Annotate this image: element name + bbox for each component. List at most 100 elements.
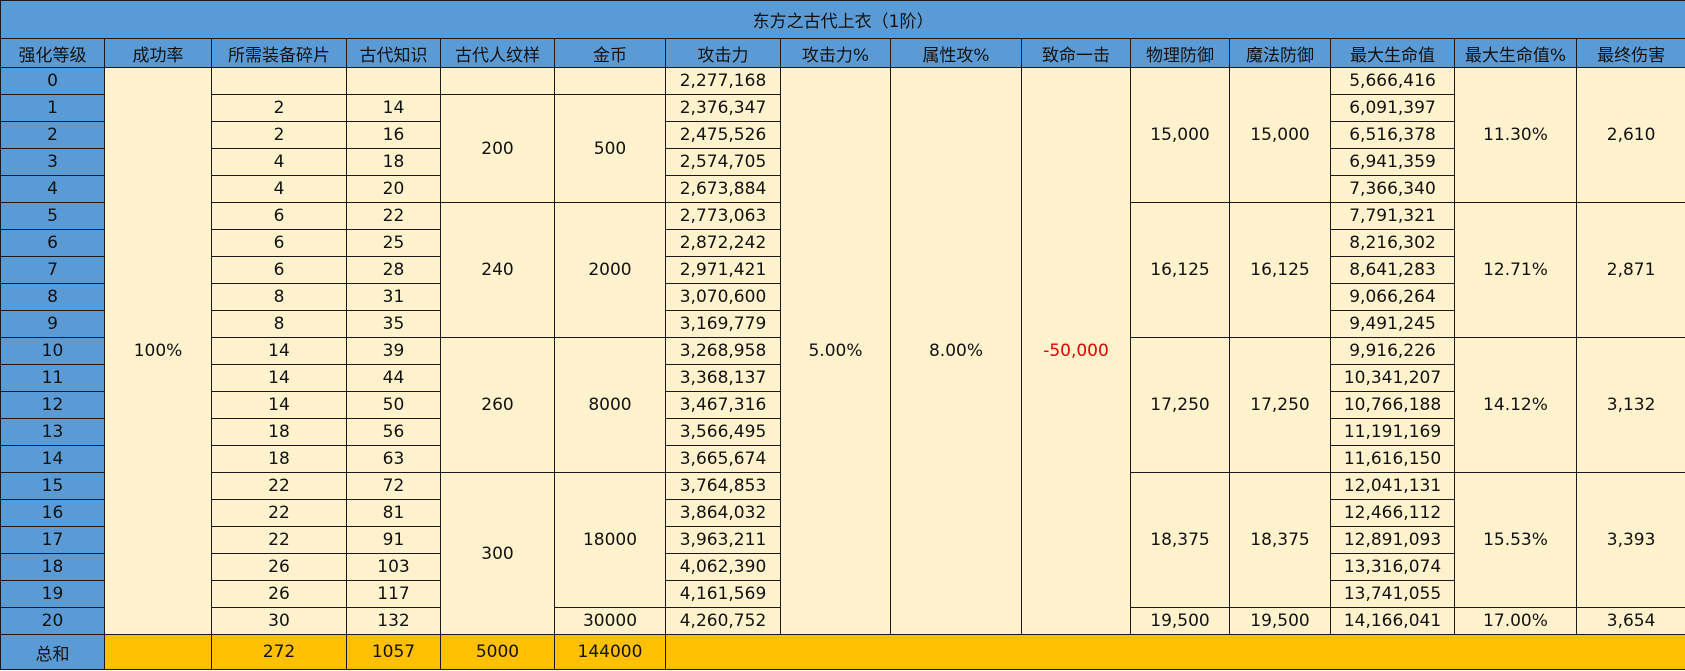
header-row: 强化等级 成功率 所需装备碎片 古代知识 古代人纹样 金币 攻击力 攻击力% 属… — [0, 38, 1685, 68]
totals-label: 总和 — [0, 634, 105, 670]
attack-cell: 3,764,853 — [665, 472, 781, 500]
max-hp-cell: 6,091,397 — [1330, 94, 1455, 122]
table-row: 17 22 91 3,963,211 12,891,093 — [0, 526, 1685, 554]
table-row: 9 8 35 3,169,779 9,491,245 — [0, 310, 1685, 338]
knowledge-cell: 50 — [346, 391, 441, 419]
attack-pct-cell: 5.00% — [780, 67, 891, 635]
col-max-hp: 最大生命值 — [1330, 38, 1455, 68]
col-critical: 致命一击 — [1021, 38, 1131, 68]
level-cell: 10 — [0, 337, 105, 365]
attack-cell: 3,665,674 — [665, 445, 781, 473]
col-fragments: 所需装备碎片 — [211, 38, 347, 68]
final-dmg-cell: 3,654 — [1575, 607, 1685, 635]
fragments-cell — [211, 67, 347, 95]
table-title: 东方之古代上衣（1阶） — [0, 0, 1685, 39]
col-attack-pct: 攻击力% — [780, 38, 891, 68]
level-cell: 7 — [0, 256, 105, 284]
max-hp-cell: 9,491,245 — [1330, 310, 1455, 338]
level-cell: 11 — [0, 364, 105, 392]
attack-cell: 2,475,526 — [665, 121, 781, 149]
knowledge-cell: 28 — [346, 256, 441, 284]
max-hp-pct-cell: 12.71% — [1454, 202, 1577, 338]
attack-cell: 2,773,063 — [665, 202, 781, 230]
totals-gold: 144000 — [554, 634, 666, 670]
phys-def-cell: 16,125 — [1130, 202, 1230, 338]
attack-cell: 2,574,705 — [665, 148, 781, 176]
final-dmg-cell: 2,871 — [1575, 202, 1685, 338]
max-hp-cell: 13,741,055 — [1330, 580, 1455, 608]
attack-cell: 3,368,137 — [665, 364, 781, 392]
col-gold: 金币 — [554, 38, 666, 68]
pattern-cell: 300 — [440, 472, 555, 635]
final-dmg-cell: 3,393 — [1575, 472, 1685, 608]
attack-cell: 3,864,032 — [665, 499, 781, 527]
max-hp-cell: 7,791,321 — [1330, 202, 1455, 230]
phys-def-cell: 18,375 — [1130, 472, 1230, 608]
level-cell: 6 — [0, 229, 105, 257]
gold-cell — [554, 67, 666, 95]
phys-def-cell: 17,250 — [1130, 337, 1230, 473]
attack-cell: 3,566,495 — [665, 418, 781, 446]
max-hp-cell: 8,641,283 — [1330, 256, 1455, 284]
knowledge-cell — [346, 67, 441, 95]
level-cell: 4 — [0, 175, 105, 203]
level-cell: 0 — [0, 67, 105, 95]
fragments-cell: 22 — [211, 499, 347, 527]
max-hp-cell: 8,216,302 — [1330, 229, 1455, 257]
fragments-cell: 18 — [211, 445, 347, 473]
element-pct-cell: 8.00% — [890, 67, 1022, 635]
col-element-pct: 属性攻% — [890, 38, 1022, 68]
knowledge-cell: 25 — [346, 229, 441, 257]
max-hp-cell: 6,941,359 — [1330, 148, 1455, 176]
table-row: 10 14 39 260 8000 3,268,958 17,250 17,250 9,916,… — [0, 337, 1685, 473]
table-row: 5 6 22 240 2000 2,773,063 16,125 16,125 7,791,32… — [0, 202, 1685, 338]
level-cell: 1 — [0, 94, 105, 122]
max-hp-cell: 10,341,207 — [1330, 364, 1455, 392]
attack-cell: 2,673,884 — [665, 175, 781, 203]
attack-cell: 3,169,779 — [665, 310, 781, 338]
col-knowledge: 古代知识 — [346, 38, 441, 68]
level-cell: 18 — [0, 553, 105, 581]
attack-cell: 2,277,168 — [665, 67, 781, 95]
table-row: 1 2 14 200 500 2,376,347 6,091,397 — [0, 94, 1685, 203]
col-max-hp-pct: 最大生命值% — [1454, 38, 1577, 68]
gold-cell: 30000 — [554, 607, 666, 635]
fragments-cell: 6 — [211, 202, 347, 230]
level-cell: 8 — [0, 283, 105, 311]
knowledge-cell: 63 — [346, 445, 441, 473]
attack-cell: 4,161,569 — [665, 580, 781, 608]
table-row: 16 22 81 3,864,032 12,466,112 — [0, 499, 1685, 527]
fragments-cell: 26 — [211, 580, 347, 608]
table-row: 3 4 18 2,574,705 6,941,359 — [0, 148, 1685, 176]
knowledge-cell: 22 — [346, 202, 441, 230]
critical-cell: -50,000 — [1021, 67, 1131, 635]
max-hp-cell: 7,366,340 — [1330, 175, 1455, 203]
max-hp-pct-cell: 15.53% — [1454, 472, 1577, 608]
fragments-cell: 22 — [211, 472, 347, 500]
fragments-cell: 6 — [211, 229, 347, 257]
fragments-cell: 8 — [211, 310, 347, 338]
table-row: 11 14 44 3,368,137 10,341,207 — [0, 364, 1685, 392]
table-row: 8 8 31 3,070,600 9,066,264 — [0, 283, 1685, 311]
max-hp-cell: 12,891,093 — [1330, 526, 1455, 554]
attack-cell: 3,963,211 — [665, 526, 781, 554]
level-cell: 15 — [0, 472, 105, 500]
mag-def-cell: 19,500 — [1229, 607, 1331, 635]
success-rate-cell: 100% — [104, 67, 212, 635]
attack-cell: 3,467,316 — [665, 391, 781, 419]
knowledge-cell: 14 — [346, 94, 441, 122]
knowledge-cell: 18 — [346, 148, 441, 176]
phys-def-cell: 19,500 — [1130, 607, 1230, 635]
knowledge-cell: 72 — [346, 472, 441, 500]
col-success-rate: 成功率 — [104, 38, 212, 68]
pattern-cell: 200 — [440, 94, 555, 203]
fragments-cell: 2 — [211, 121, 347, 149]
level-cell: 9 — [0, 310, 105, 338]
totals-pattern: 5000 — [440, 634, 555, 670]
knowledge-cell: 56 — [346, 418, 441, 446]
table-row: 4 4 20 2,673,884 7,366,340 — [0, 175, 1685, 203]
table-row: 0 100% 2,277,168 5.00% 8.00% -50,000 15,000 15,… — [0, 67, 1685, 635]
level-cell: 5 — [0, 202, 105, 230]
table-row: 20 30 132 30000 4,260,752 19,500 19,500 14,166,… — [0, 607, 1685, 635]
max-hp-cell: 12,041,131 — [1330, 472, 1455, 500]
